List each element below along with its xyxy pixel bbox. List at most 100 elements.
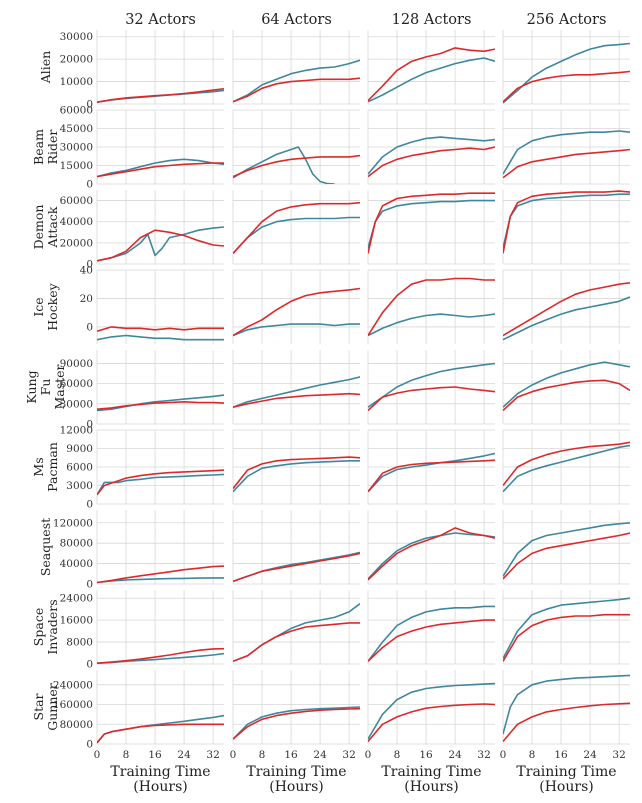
x-tick-label: 32 bbox=[477, 749, 490, 761]
panel bbox=[502, 350, 630, 425]
blue-series-line bbox=[368, 362, 495, 408]
blue-series-line bbox=[503, 444, 630, 493]
blue-series-line bbox=[233, 706, 360, 740]
red-series-line bbox=[233, 201, 360, 254]
blue-series-line bbox=[97, 226, 224, 262]
panel bbox=[367, 429, 495, 505]
y-tick-label: 45000 bbox=[60, 123, 93, 135]
red-series-line bbox=[97, 88, 224, 103]
red-series-line bbox=[233, 552, 360, 583]
blue-series-line bbox=[97, 394, 224, 412]
x-tick-label: 0 bbox=[500, 749, 507, 761]
y-tick-label: 0 bbox=[86, 739, 93, 751]
blue-series-line bbox=[97, 89, 224, 103]
x-tick-label: 24 bbox=[448, 749, 462, 761]
red-series-line bbox=[503, 148, 630, 179]
blue-series-line bbox=[233, 376, 360, 408]
row-label-line: Ice bbox=[31, 297, 46, 316]
row-label-line: Master bbox=[52, 364, 67, 409]
column-title: 128 Actors bbox=[392, 12, 472, 28]
panel bbox=[502, 109, 630, 185]
panel bbox=[96, 350, 224, 425]
x-tick-label: 16 bbox=[284, 749, 298, 761]
panel bbox=[502, 269, 630, 344]
row-label: IceHockey bbox=[31, 282, 60, 330]
row-label: Seaquest bbox=[38, 518, 53, 576]
panel bbox=[96, 590, 224, 665]
red-series-line bbox=[97, 400, 224, 410]
y-tick-label: 60000 bbox=[60, 105, 93, 117]
blue-series-line bbox=[368, 57, 495, 103]
x-axis-label: Training Time bbox=[110, 764, 210, 780]
y-tick-label: 3000 bbox=[66, 480, 93, 492]
y-tick-label: 240000 bbox=[53, 679, 93, 691]
x-axis-label: (Hours) bbox=[269, 779, 323, 795]
y-tick-label: 60000 bbox=[60, 195, 93, 207]
red-series-line bbox=[97, 229, 224, 262]
panel bbox=[367, 590, 495, 665]
panel bbox=[367, 190, 495, 265]
row-label-line: Seaquest bbox=[38, 518, 53, 576]
row-label-line: Demon bbox=[31, 205, 46, 250]
red-series-line bbox=[503, 613, 630, 662]
blue-series-line bbox=[503, 193, 630, 249]
red-series-line bbox=[368, 47, 495, 102]
x-axis-label: Training Time bbox=[246, 764, 346, 780]
red-series-line bbox=[368, 146, 495, 178]
y-tick-label: 24000 bbox=[60, 593, 93, 605]
blue-series-line bbox=[368, 605, 495, 662]
y-tick-label: 0 bbox=[86, 579, 93, 591]
y-tick-label: 80000 bbox=[60, 719, 93, 731]
panel bbox=[232, 510, 360, 585]
y-tick-label: 40000 bbox=[60, 216, 93, 228]
x-tick-label: 8 bbox=[123, 749, 130, 761]
red-series-line bbox=[368, 277, 495, 336]
blue-series-line bbox=[97, 473, 224, 496]
y-tick-label: 0 bbox=[86, 499, 93, 511]
y-tick-label: 160000 bbox=[53, 699, 93, 711]
row-label: KungFuMaster bbox=[24, 364, 67, 409]
blue-series-line bbox=[503, 522, 630, 577]
x-tick-label: 32 bbox=[342, 749, 355, 761]
panel bbox=[367, 670, 495, 745]
panel bbox=[232, 190, 360, 265]
y-tick-label: 6000 bbox=[66, 462, 93, 474]
blue-series-line bbox=[233, 146, 335, 184]
blue-series-line bbox=[503, 130, 630, 175]
panel bbox=[367, 350, 495, 425]
red-series-line bbox=[503, 702, 630, 743]
y-tick-label: 0 bbox=[86, 659, 93, 671]
red-series-line bbox=[97, 162, 224, 178]
x-tick-label: 24 bbox=[583, 749, 597, 761]
red-series-line bbox=[233, 154, 360, 178]
panel bbox=[232, 350, 360, 425]
blue-series-line bbox=[97, 714, 224, 744]
panel bbox=[367, 269, 495, 344]
x-tick-label: 8 bbox=[529, 749, 536, 761]
y-tick-label: 30000 bbox=[60, 31, 93, 43]
row-label: StarGunner bbox=[31, 683, 60, 731]
panel bbox=[502, 510, 630, 585]
blue-series-line bbox=[233, 459, 360, 493]
panel bbox=[232, 109, 360, 185]
row-label-line: Kung bbox=[24, 370, 39, 403]
column-title: 64 Actors bbox=[261, 12, 332, 28]
panel bbox=[502, 190, 630, 265]
panel bbox=[232, 670, 360, 745]
row-label: Alien bbox=[38, 51, 53, 84]
red-series-line bbox=[233, 77, 360, 103]
blue-series-line bbox=[368, 682, 495, 740]
blue-series-line bbox=[503, 674, 630, 735]
x-tick-label: 0 bbox=[365, 749, 372, 761]
red-series-line bbox=[97, 565, 224, 584]
panel bbox=[232, 590, 360, 665]
panel bbox=[367, 510, 495, 585]
y-tick-label: 8000 bbox=[66, 637, 93, 649]
red-series-line bbox=[503, 282, 630, 337]
y-tick-label: 20000 bbox=[60, 54, 93, 66]
y-tick-label: 12000 bbox=[60, 425, 93, 437]
row-label-line: Invaders bbox=[45, 599, 60, 654]
row-label-line: Rider bbox=[45, 130, 60, 165]
panel bbox=[502, 429, 630, 505]
red-series-line bbox=[233, 707, 360, 740]
